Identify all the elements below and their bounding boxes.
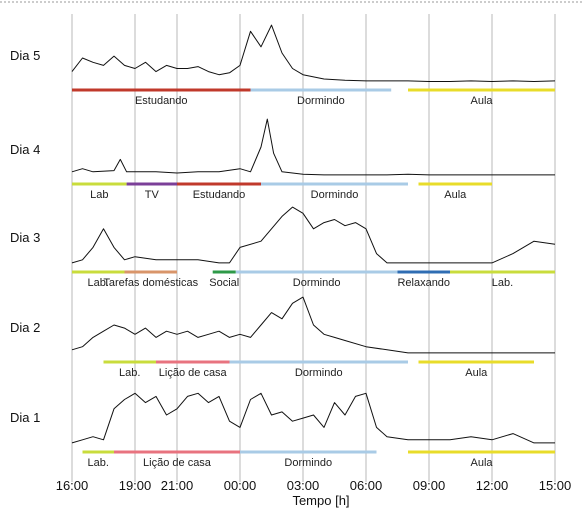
activity-label: Lab. xyxy=(88,277,109,289)
activity-label: Lição de casa xyxy=(159,367,228,379)
activity-label: Relaxando xyxy=(397,277,450,289)
x-tick-label: 03:00 xyxy=(287,478,320,493)
activity-trace xyxy=(71,206,556,264)
activity-label: Dormindo xyxy=(297,95,345,107)
activity-label: Social xyxy=(209,277,239,289)
x-tick-label: 12:00 xyxy=(476,478,509,493)
activity-label: Estudando xyxy=(135,95,188,107)
x-tick-label: 15:00 xyxy=(539,478,572,493)
activity-label: TV xyxy=(145,189,160,201)
day-label: Dia 3 xyxy=(10,230,40,245)
day-label: Dia 2 xyxy=(10,320,40,335)
activity-label: Dormindo xyxy=(311,189,359,201)
activity-label: Dormindo xyxy=(293,277,341,289)
activity-trace xyxy=(71,296,555,354)
activity-label: Lição de casa xyxy=(143,457,212,469)
x-tick-label: 16:00 xyxy=(56,478,89,493)
x-tick-labels: 16:00 19:00 21:00 00:00 03:00 06:00 09:00 12:00… xyxy=(56,478,572,493)
activity-label: Aula xyxy=(444,189,467,201)
activity-label: Aula xyxy=(470,95,493,107)
activity-label: Lab. xyxy=(88,457,109,469)
day-panel: Dia 1 Lab. Lição de casa Dormindo Aula xyxy=(10,392,555,469)
activity-label: Aula xyxy=(465,367,488,379)
activity-trace xyxy=(71,118,555,176)
activity-label: Tarefas domésticas xyxy=(103,277,198,289)
activity-trace xyxy=(71,24,556,82)
x-tick-label: 19:00 xyxy=(119,478,152,493)
x-tick-label: 00:00 xyxy=(224,478,257,493)
x-axis-label: Tempo [h] xyxy=(292,493,349,508)
activity-label: Aula xyxy=(470,457,493,469)
x-tick-label: 09:00 xyxy=(413,478,446,493)
day-panel: Dia 4 Lab TV Estudando Dormindo Aula xyxy=(10,118,555,201)
activity-label: Lab. xyxy=(119,367,140,379)
day-panels: Dia 5 Estudando Dormindo Aula Dia 4 Lab TV Estu… xyxy=(10,24,556,469)
activity-label: Dormindo xyxy=(284,457,332,469)
activity-trace xyxy=(71,392,555,444)
x-tick-label: 21:00 xyxy=(161,478,194,493)
activity-label: Dormindo xyxy=(295,367,343,379)
grid-lines xyxy=(71,14,556,482)
day-panel: Dia 2 Lab. Lição de casa Dormindo Aula xyxy=(10,296,555,379)
x-tick-label: 06:00 xyxy=(350,478,383,493)
activity-label: Lab xyxy=(90,189,108,201)
day-panel: Dia 5 Estudando Dormindo Aula xyxy=(10,24,556,107)
activity-label: Estudando xyxy=(193,189,246,201)
activity-label: Lab. xyxy=(492,277,513,289)
day-label: Dia 5 xyxy=(10,48,40,63)
day-label: Dia 4 xyxy=(10,142,40,157)
day-label: Dia 1 xyxy=(10,410,40,425)
